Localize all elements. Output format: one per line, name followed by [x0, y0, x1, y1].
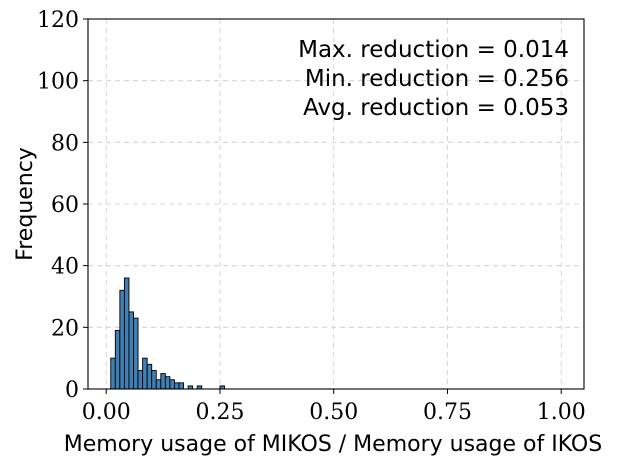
x-axis-label: Memory usage of MIKOS / Memory usage of …	[64, 432, 602, 457]
y-axis-label: Frequency	[13, 147, 38, 261]
histogram-bar	[169, 379, 175, 390]
histogram-bar	[123, 277, 130, 390]
x-tick-label: 0.25	[195, 400, 244, 425]
histogram-bar	[146, 363, 153, 390]
y-tick-label: 100	[37, 70, 79, 95]
histogram-bars	[110, 277, 225, 390]
histogram-bar	[142, 357, 148, 390]
y-tick-label: 0	[65, 378, 79, 403]
grid-lines	[88, 19, 584, 389]
histogram-bar	[174, 382, 180, 390]
annotation-max: Max. reduction = 0.014	[298, 37, 569, 63]
histogram-bar	[151, 370, 157, 390]
axis-ticks: 0.00 0.25 0.50 0.75 1.00 0 20 40 60 80 100 120	[37, 8, 586, 425]
histogram-bar	[155, 379, 162, 390]
x-tick-label: 0.00	[82, 400, 131, 425]
y-tick-label: 60	[51, 193, 79, 218]
histogram-bar	[160, 373, 166, 390]
y-tick-label: 120	[37, 8, 79, 33]
annotation-min: Min. reduction = 0.256	[305, 66, 569, 92]
histogram-bar	[114, 329, 121, 390]
histogram-bar	[128, 311, 134, 390]
histogram-bar	[164, 376, 171, 390]
histogram-bar	[119, 289, 125, 390]
x-tick-label: 0.50	[309, 400, 358, 425]
x-tick-label: 0.75	[423, 400, 472, 425]
histogram-bar	[133, 317, 139, 390]
y-tick-label: 20	[51, 316, 79, 341]
histogram-bar	[178, 382, 185, 390]
annotation-avg: Avg. reduction = 0.053	[303, 95, 569, 121]
histogram-bar	[137, 370, 144, 390]
histogram-bar	[110, 357, 116, 390]
y-tick-label: 40	[51, 255, 79, 280]
x-tick-label: 1.00	[537, 400, 586, 425]
y-tick-label: 80	[51, 131, 79, 156]
